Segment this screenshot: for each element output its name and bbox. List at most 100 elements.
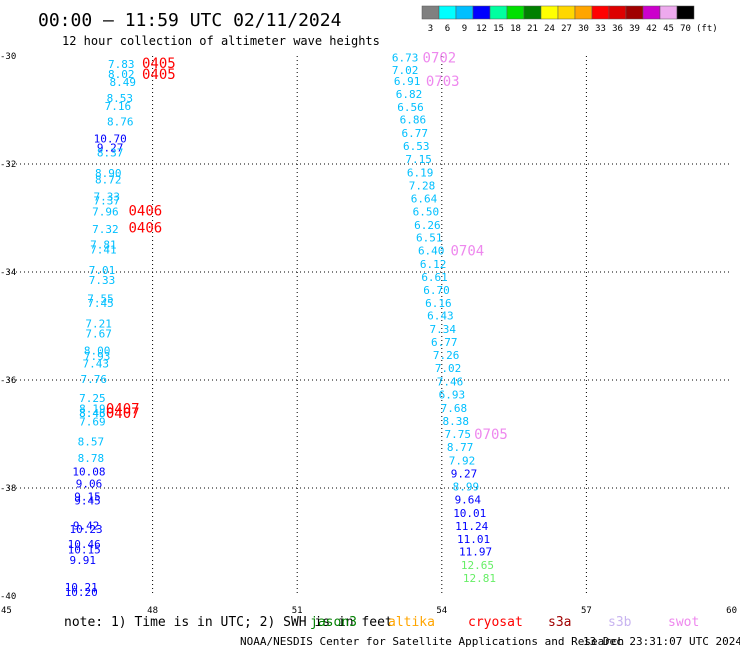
colorbar-unit: (ft) (696, 24, 718, 34)
colorbar-swatch (557, 5, 576, 20)
colorbar-swatch (574, 5, 593, 20)
credit-text: NOAA/NESDIS Center for Satellite Applica… (240, 635, 624, 648)
wave-height-label: 7.02 (392, 64, 419, 77)
satellite-legend-item: cryosat (468, 615, 523, 630)
wave-height-label: 7.43 (82, 357, 109, 370)
wave-height-label: 8.19 (79, 403, 106, 416)
satellite-legend-item: jason3 (310, 615, 357, 630)
wave-height-label: 7.25 (79, 392, 106, 405)
wave-height-label: 8.57 (78, 436, 105, 449)
wave-height-label: 7.46 (437, 376, 464, 389)
wave-height-label: 8.90 (95, 167, 122, 180)
colorbar-swatch (421, 5, 440, 20)
wave-height-label: 7.76 (81, 373, 108, 386)
wave-height-label: 7.69 (79, 416, 106, 429)
wave-height-label: 6.73 (392, 52, 419, 65)
wave-height-label: 7.01 (89, 264, 116, 277)
pass-number-label: 0703 (426, 74, 460, 90)
wave-height-label: 6.40 (418, 244, 445, 257)
wave-height-label: 6.50 (413, 206, 440, 219)
colorbar-label: 42 (646, 24, 657, 34)
wave-height-label: 7.68 (441, 402, 468, 415)
colorbar-label: 15 (493, 24, 504, 34)
wave-height-label: 8.46 (79, 407, 106, 420)
wave-height-label: 8.37 (97, 147, 124, 160)
colorbar-label: 45 (663, 24, 674, 34)
wave-height-label: 10.46 (68, 538, 101, 551)
pass-number-label: 0704 (450, 243, 484, 259)
wave-height-label: 8.77 (447, 441, 474, 454)
generated-timestamp: 13 Dec 23:31:07 UTC 2024 (583, 635, 740, 648)
wave-height-label: 8.43 (79, 407, 106, 420)
pass-number-label: 0406 (129, 221, 163, 237)
wave-height-label: 6.53 (403, 140, 430, 153)
satellite-legend-item: s3b (608, 615, 632, 630)
wave-height-label: 7.21 (85, 317, 112, 330)
wave-height-label: 7.32 (92, 223, 119, 236)
wave-height-label: 7.67 (85, 328, 112, 341)
wave-height-label: 7.45 (87, 297, 114, 310)
wave-height-label: 9.27 (97, 141, 124, 154)
pass-number-label: 0705 (474, 427, 508, 443)
colorbar-label: 24 (544, 24, 555, 34)
wave-height-label: 9.45 (74, 494, 101, 507)
x-tick-label: 51 (292, 606, 303, 616)
y-tick-label: -36 (0, 376, 16, 386)
y-tick-label: -40 (0, 592, 16, 602)
colorbar-swatch (455, 5, 474, 20)
colorbar-label: 33 (595, 24, 606, 34)
pass-number-label: 0405 (142, 56, 176, 72)
colorbar-swatch (472, 5, 491, 20)
wave-height-label: 9.42 (73, 519, 100, 532)
wave-height-label: 10.21 (65, 581, 98, 594)
wave-height-label: 8.38 (443, 415, 470, 428)
satellite-legend-item: swot (668, 615, 699, 630)
colorbar-swatch (608, 5, 627, 20)
wave-height-label: 10.70 (94, 133, 127, 146)
colorbar-legend: 3 6 9 12 15 18 21 24 27 30 33 36 39 42 45 70 (ft) (421, 5, 718, 34)
wave-height-label: 9.27 (451, 467, 478, 480)
wave-height-label: 6.77 (402, 127, 429, 140)
y-tick-label: -32 (0, 160, 16, 170)
chart-title: 00:00 — 11:59 UTC 02/11/2024 (38, 10, 341, 31)
wave-height-label: 10.01 (453, 507, 486, 520)
wave-height-label: 7.34 (430, 323, 457, 336)
x-tick-label: 60 (726, 606, 737, 616)
plot-grid (8, 56, 731, 596)
wave-height-label: 12.81 (463, 572, 496, 585)
colorbar-label: 3 (428, 24, 433, 34)
wave-height-label: 6.26 (414, 219, 441, 232)
colorbar-label: 12 (476, 24, 487, 34)
satellite-legend-item: altika (388, 615, 435, 630)
wave-height-label: 7.33 (89, 274, 116, 287)
wave-height-label: 6.43 (427, 310, 454, 323)
chart-subtitle: 12 hour collection of altimeter wave hei… (62, 34, 380, 48)
wave-height-label: 11.24 (455, 520, 488, 533)
colorbar-label: 18 (510, 24, 521, 34)
colorbar-swatch (438, 5, 457, 20)
colorbar-swatch (523, 5, 542, 20)
x-tick-label: 45 (1, 606, 12, 616)
wave-height-label: 6.82 (396, 88, 423, 101)
colorbar-label: 39 (629, 24, 640, 34)
wave-height-label: 9.15 (74, 491, 101, 504)
wave-height-label: 8.49 (109, 76, 136, 89)
wave-height-label: 7.26 (433, 349, 460, 362)
wave-height-label: 7.37 (94, 195, 121, 208)
wave-height-label: 6.51 (416, 231, 443, 244)
wave-height-label: 7.83 (108, 58, 135, 71)
wave-height-label: 6.61 (421, 271, 448, 284)
wave-height-label: 7.16 (105, 100, 132, 113)
wave-height-label: 6.64 (411, 193, 438, 206)
wave-height-label: 7.41 (90, 243, 117, 256)
wave-height-label: 10.23 (70, 523, 103, 536)
wave-height-label: 6.77 (431, 336, 458, 349)
wave-height-label: 8.53 (107, 92, 134, 105)
colorbar-swatch (506, 5, 525, 20)
colorbar-label: 6 (445, 24, 450, 34)
wave-height-label: 9.06 (76, 478, 103, 491)
wave-height-label: 10.08 (72, 465, 105, 478)
x-tick-label: 57 (581, 606, 592, 616)
y-tick-label: -34 (0, 268, 16, 278)
